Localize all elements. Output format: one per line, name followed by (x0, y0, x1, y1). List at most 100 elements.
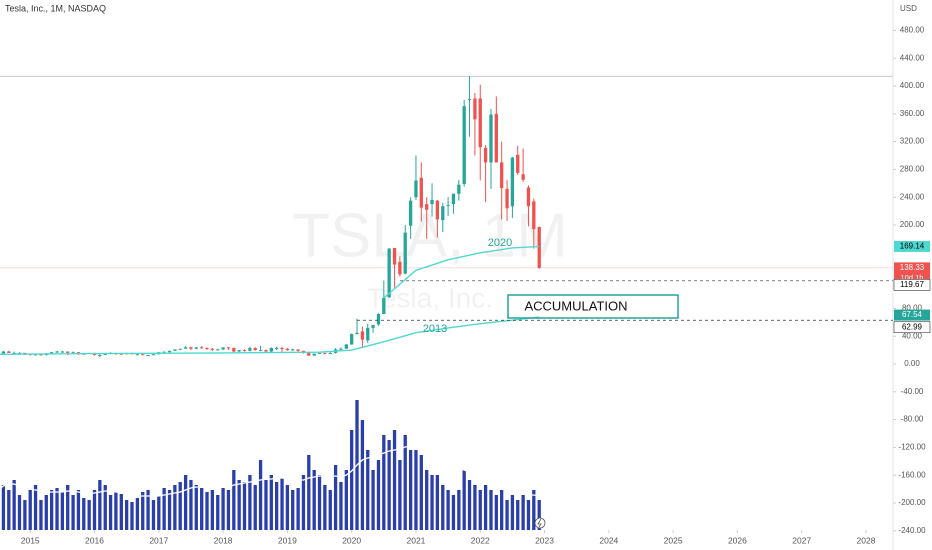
y-tick-label: 280.00 (900, 165, 925, 174)
volume-bar (500, 490, 504, 530)
candle-body (200, 347, 204, 349)
volume-bar (398, 460, 402, 530)
volume-bar (312, 470, 316, 530)
y-tick-label: 400.00 (900, 81, 925, 90)
candle-body (221, 347, 225, 350)
candle-body (339, 348, 343, 350)
volume-bar (280, 478, 284, 530)
volume-bar (162, 488, 166, 530)
candle-body (98, 354, 102, 356)
candle-body (521, 174, 525, 180)
candle-body (483, 147, 488, 163)
volume-bar (258, 460, 263, 530)
volume-bar (435, 475, 440, 530)
candle-body (419, 177, 423, 208)
volume-bar (333, 465, 338, 530)
candle-body (457, 184, 461, 194)
volume-bar (366, 450, 370, 530)
candle-body (425, 204, 429, 210)
candle-body (441, 206, 445, 221)
candle-body (274, 348, 279, 350)
volume-bar (103, 485, 107, 530)
volume-bar (344, 470, 348, 530)
badge-level: 62.99 (902, 322, 923, 331)
candle-body (141, 354, 145, 356)
volume-bar (323, 485, 327, 530)
volume-bar (301, 475, 306, 530)
volume-bar (226, 490, 231, 530)
candle-body (285, 348, 290, 351)
volume-bar (237, 480, 241, 530)
volume-bar (82, 498, 86, 530)
candle-body (1, 351, 6, 354)
volume-bar (49, 490, 54, 530)
y-tick-label: -200.00 (898, 498, 926, 507)
volume-bar (66, 485, 70, 530)
volume-bar (157, 496, 161, 530)
candle-body (280, 348, 284, 350)
y-tick-label: -40.00 (901, 387, 924, 396)
volume-bar (285, 485, 290, 530)
vwap-line (0, 316, 540, 355)
candle-body (205, 348, 209, 350)
accumulation-box (507, 294, 679, 319)
candle-body (258, 350, 263, 352)
candle-body (291, 349, 295, 351)
currency: USD (900, 4, 917, 13)
candle-body (232, 348, 236, 352)
replay-icon-bolt (537, 518, 542, 528)
x-tick-label: 2022 (471, 535, 490, 545)
candle-body (537, 227, 541, 268)
volume-bar (274, 482, 279, 530)
candle-body (414, 180, 418, 198)
candle-body (526, 187, 531, 207)
volume-bar (307, 455, 311, 530)
candle-body (451, 193, 456, 205)
candle-body (408, 200, 413, 226)
countdown-bg (894, 272, 930, 283)
volume-bar (441, 485, 445, 530)
candle-body (467, 99, 472, 101)
y-tick-label: 320.00 (900, 137, 925, 146)
volume-bar (1, 485, 6, 530)
candle-body (307, 352, 311, 356)
volume-bar (71, 495, 75, 530)
candle-body (135, 354, 140, 356)
candle-body (49, 352, 54, 354)
candle-body (317, 352, 322, 354)
volume-bar (151, 500, 156, 530)
x-tick-label: 2025 (664, 535, 683, 545)
candle-body (253, 348, 257, 351)
volume-bar (135, 498, 140, 530)
volume-bar (108, 495, 113, 530)
candle-body (269, 348, 273, 352)
volume-bar (317, 475, 322, 530)
candle-body (398, 261, 402, 275)
volume-bar (521, 495, 525, 530)
candle-body (510, 157, 515, 207)
candle-body (296, 349, 300, 351)
candle-body (33, 354, 38, 356)
volume-bar (119, 494, 123, 530)
volume-bar (183, 475, 188, 530)
candle-body (60, 351, 65, 353)
candle-body (210, 348, 215, 350)
volume-bar (141, 492, 145, 530)
volume-bar (478, 490, 482, 530)
x-tick-label: 2018 (214, 535, 233, 545)
candle-body (242, 350, 247, 352)
candle-body (478, 98, 482, 148)
volume-bar (483, 485, 488, 530)
volume-bar (526, 500, 531, 530)
volume-bar (446, 490, 450, 530)
volume-bar (467, 480, 472, 530)
y-tick-label: 0.00 (904, 359, 920, 368)
volume-bar (167, 490, 172, 530)
y-tick-label: -120.00 (898, 443, 926, 452)
volume-bar (387, 440, 391, 530)
countdown: 10d 1h (901, 273, 924, 282)
volume-ma-line (0, 445, 540, 497)
volume-bar (7, 490, 11, 530)
candle-body (189, 347, 193, 349)
volume-bar (194, 485, 198, 530)
